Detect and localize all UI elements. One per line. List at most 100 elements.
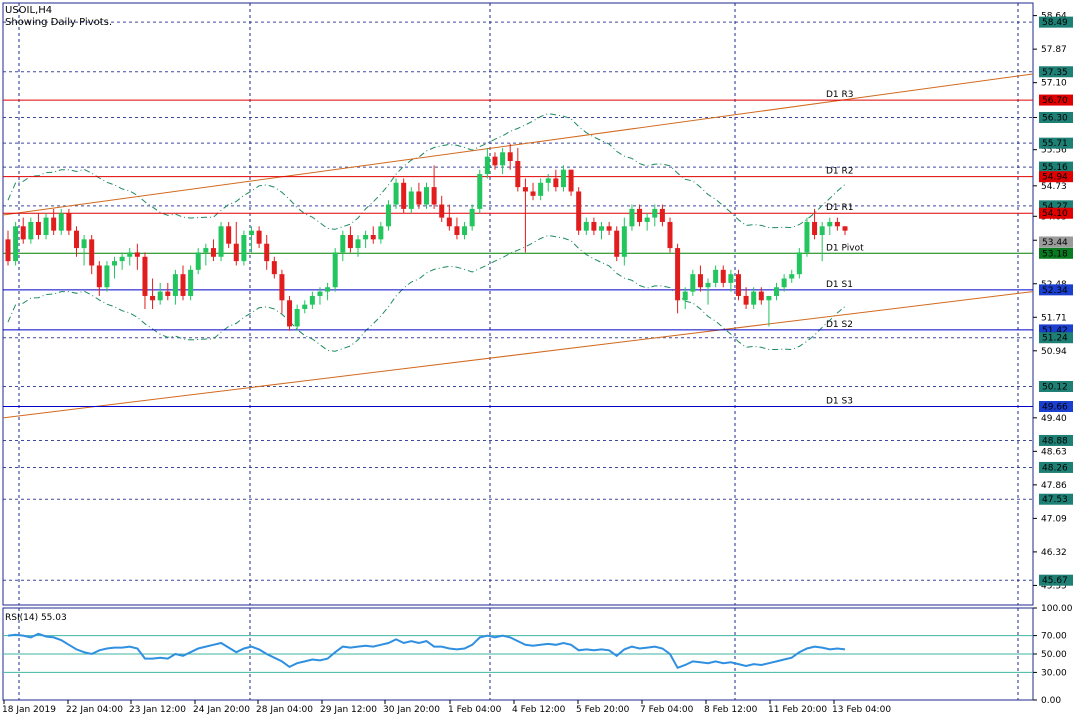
candle (188, 265, 194, 301)
candle-body (583, 221, 589, 231)
candle (5, 230, 11, 266)
candle (751, 287, 757, 310)
price-tag (1039, 171, 1073, 183)
pivot-label: D1 Pivot (826, 243, 864, 253)
time-axis: 18 Jan 2019 22 Jan 04:00 23 Jan 12:00 24 Ja… (2, 700, 891, 715)
price-tag-label: 56.70 (1042, 96, 1068, 106)
price-tag (1039, 137, 1073, 149)
candle (89, 235, 95, 275)
candle-body (347, 235, 353, 249)
dashed-levels (3, 21, 1033, 581)
candle-body (834, 221, 840, 227)
price-tick-label: 48.63 (1041, 447, 1067, 457)
candle-body (842, 226, 848, 231)
symbol-title: USOIL,H4 (5, 5, 52, 16)
price-tag (1039, 284, 1073, 296)
price-tick-label: 46.32 (1041, 548, 1067, 558)
candle-body (705, 282, 711, 288)
candle (659, 204, 665, 227)
price-tag-label: 45.67 (1042, 576, 1068, 586)
candle-body (28, 221, 34, 240)
candle (431, 165, 437, 209)
candle-body (576, 191, 582, 231)
upper-band (7, 113, 846, 230)
candle (507, 143, 513, 170)
candle (142, 252, 148, 310)
candle-body (332, 252, 338, 288)
rsi-tick-label: 50.00 (1041, 650, 1067, 660)
candle (157, 282, 163, 305)
candle-body (393, 182, 399, 205)
candle-body (165, 291, 171, 296)
candle (408, 187, 414, 214)
candle-body (81, 239, 87, 249)
time-tick-label: 18 Jan 2019 (2, 705, 56, 715)
candle-body (378, 226, 384, 240)
candle-body (507, 152, 513, 162)
price-tag (1039, 66, 1073, 78)
pivot-subtitle: Showing Daily Pivots. (5, 17, 112, 28)
candle (294, 304, 300, 331)
time-tick-label: 5 Feb 20:00 (576, 705, 630, 715)
candle-body (302, 304, 308, 310)
candle-body (309, 295, 315, 305)
price-tag (1039, 94, 1073, 106)
candle (96, 261, 102, 296)
price-tag (1039, 161, 1073, 173)
candle-body (256, 230, 262, 244)
candle (416, 182, 422, 209)
price-tick-label: 47.09 (1041, 514, 1067, 524)
candle-body (652, 208, 658, 218)
candle (781, 274, 787, 292)
candle-body (218, 226, 224, 257)
candle (347, 226, 353, 253)
candle (112, 256, 118, 279)
candle (203, 243, 209, 266)
candle (599, 221, 605, 240)
candle-body (385, 204, 391, 227)
candle (271, 256, 277, 279)
price-tag-label: 48.26 (1042, 463, 1068, 473)
candle (150, 278, 156, 310)
candle-body (248, 230, 254, 236)
candle-body (545, 178, 551, 183)
candle (492, 152, 498, 170)
candle-body (363, 235, 369, 240)
candle-body (13, 226, 19, 262)
candle (385, 200, 391, 231)
candle-body (157, 291, 163, 301)
candle-body (819, 226, 825, 236)
candle (279, 269, 285, 314)
candle (119, 252, 125, 270)
candles (5, 143, 848, 331)
candle-body (340, 235, 346, 253)
candle-body (781, 278, 787, 288)
candle-body (51, 217, 57, 231)
price-tick-label: 51.71 (1041, 313, 1067, 323)
price-tag-label: 50.12 (1042, 382, 1068, 392)
rsi-line (7, 632, 846, 670)
candle-body (530, 191, 536, 196)
candle-body (203, 248, 209, 253)
candle-body (294, 309, 300, 327)
candle (766, 295, 772, 327)
price-tag-label: 51.42 (1042, 326, 1068, 336)
candle (302, 300, 308, 314)
candle (195, 248, 201, 275)
price-tag-label: 55.71 (1042, 139, 1068, 149)
candle (675, 243, 681, 314)
candle-body (150, 295, 156, 301)
candle (317, 287, 323, 305)
candle (530, 182, 536, 201)
rsi-tick-label: 70.00 (1041, 632, 1067, 642)
candle-body (408, 191, 414, 209)
time-tick-label: 22 Jan 04:00 (66, 705, 123, 715)
candle (401, 178, 407, 214)
candle (370, 226, 376, 244)
candle-body (127, 252, 133, 257)
price-tag-label: 54.10 (1042, 209, 1068, 219)
candle (667, 217, 673, 253)
candle-body (637, 208, 643, 222)
price-tag (1039, 493, 1073, 505)
